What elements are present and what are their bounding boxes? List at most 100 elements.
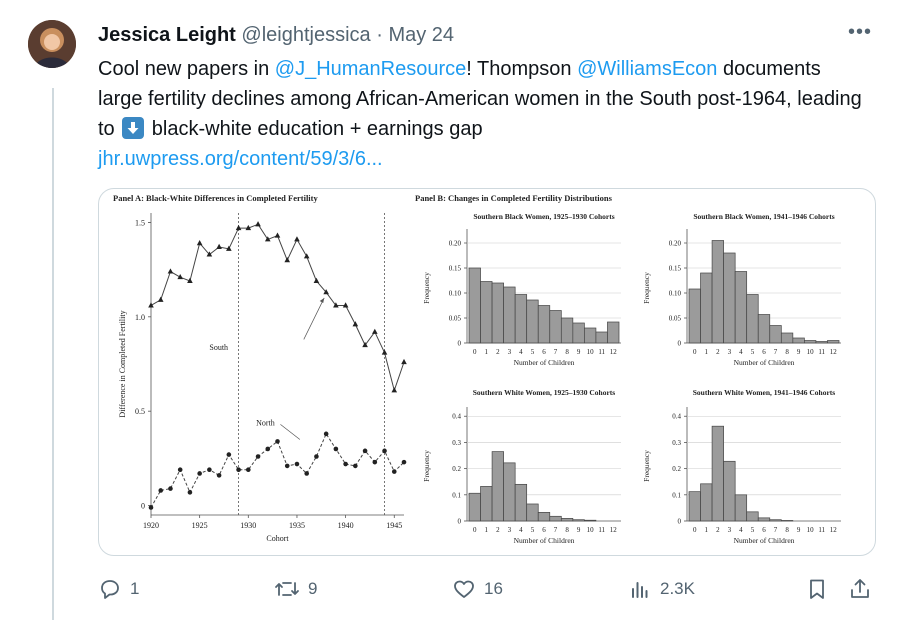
views-count: 2.3K — [660, 579, 695, 598]
north-series-point — [401, 459, 407, 465]
south-series-point — [381, 349, 388, 355]
histogram-y-tick-label: 0 — [678, 340, 682, 348]
south-annotation: South — [209, 343, 228, 352]
share-button[interactable] — [848, 574, 872, 604]
panel-a-y-tick-label: 0 — [141, 502, 145, 511]
histogram-bar — [572, 519, 585, 522]
north-series-point — [294, 461, 300, 467]
figure-image[interactable]: Panel A: Black-White Differences in Comp… — [98, 188, 876, 556]
histogram-x-tick-label: 5 — [531, 526, 535, 534]
histogram-bar — [560, 518, 574, 522]
north-series-point — [343, 461, 348, 467]
south-series-point — [372, 328, 378, 334]
south-series-point — [216, 243, 222, 249]
south-series-point — [255, 221, 261, 227]
histogram-x-tick-label: 2 — [496, 526, 500, 534]
south-series-point — [177, 273, 183, 280]
panel-a-title: Panel A: Black-White Differences in Comp… — [113, 193, 318, 203]
north-series-point — [216, 473, 222, 478]
histogram-x-tick-label: 2 — [716, 348, 720, 356]
south-series-point — [284, 256, 291, 263]
separator-dot: · — [376, 24, 383, 46]
north-series-point — [314, 454, 319, 459]
histogram-title: Southern Black Women, 1925–1930 Cohorts — [473, 212, 614, 221]
north-series-point — [148, 505, 154, 510]
histogram-bar — [723, 460, 736, 522]
histogram-x-tick-label: 10 — [807, 526, 815, 534]
histogram-x-tick-label: 8 — [785, 348, 789, 356]
histogram-bar — [503, 286, 516, 344]
north-series-point — [177, 467, 183, 473]
histogram-bar — [526, 299, 539, 344]
histogram-x-tick-label: 11 — [598, 348, 605, 356]
histogram-x-tick-label: 4 — [519, 348, 523, 356]
north-series-point — [168, 486, 173, 491]
more-icon[interactable]: ••• — [847, 21, 872, 43]
north-series-point — [207, 467, 212, 473]
histogram-x-tick-label: 7 — [554, 348, 558, 356]
histogram-bar — [746, 294, 759, 344]
histogram-title: Southern White Women, 1941–1946 Cohorts — [693, 388, 836, 397]
panel-a-x-tick-label: 1935 — [289, 521, 305, 530]
histogram-x-tick-label: 12 — [830, 348, 838, 356]
histogram-bar — [514, 483, 528, 522]
histogram-x-tick-label: 8 — [565, 526, 569, 534]
mention-link[interactable]: @J_HumanResource — [274, 58, 467, 80]
histogram-bar — [700, 272, 713, 344]
mention-link[interactable]: @WilliamsEcon — [577, 58, 718, 80]
histogram-x-tick-label: 11 — [818, 348, 825, 356]
histogram-x-tick-label: 6 — [542, 526, 546, 534]
histogram-x-tick-label: 9 — [577, 348, 581, 356]
south-series-point — [206, 251, 213, 257]
like-count: 16 — [484, 579, 503, 598]
panel-a-x-label: Cohort — [266, 534, 289, 543]
histogram-x-label: Number of Children — [514, 536, 575, 545]
histogram-x-tick-label: 3 — [508, 348, 512, 356]
tweet-header: Jessica Leight @leightjessica · May 24 — [98, 22, 454, 48]
tweet-text-part: Cool new papers in — [98, 58, 275, 80]
histogram-x-tick-label: 5 — [531, 348, 535, 356]
histogram-y-tick-label: 0.3 — [452, 439, 461, 447]
histogram-x-tick-label: 9 — [797, 526, 801, 534]
avatar[interactable] — [28, 20, 76, 68]
histogram-x-tick-label: 0 — [693, 348, 697, 356]
histogram-y-tick-label: 0.4 — [672, 413, 681, 421]
histogram-bar — [468, 267, 481, 344]
north-annotation-arrow — [280, 424, 301, 440]
author-name[interactable]: Jessica Leight — [98, 24, 236, 46]
south-series-point — [235, 224, 242, 231]
histogram-y-tick-label: 0.20 — [669, 240, 682, 248]
histogram-bar — [804, 340, 817, 344]
north-series-point — [353, 463, 358, 469]
south-series-point — [264, 236, 271, 242]
histogram-y-label: Frequency — [422, 450, 431, 482]
paper-link[interactable]: jhr.uwpress.org/content/59/3/6... — [98, 148, 383, 170]
like-button[interactable]: 16 — [452, 574, 503, 604]
histogram-bar — [572, 322, 585, 344]
thread-line — [52, 88, 54, 620]
histogram-x-tick-label: 8 — [785, 526, 789, 534]
panel-a-x-tick-label: 1920 — [143, 521, 159, 530]
histogram-y-label: Frequency — [642, 272, 651, 304]
north-series-point — [372, 459, 378, 465]
histogram-x-tick-label: 10 — [807, 348, 815, 356]
tweet-text: Cool new papers in @J_HumanResource! Tho… — [98, 54, 868, 174]
histogram-x-tick-label: 4 — [739, 526, 743, 534]
histogram-bar — [503, 462, 516, 522]
repost-count: 9 — [308, 579, 318, 598]
histogram-y-tick-label: 0.10 — [669, 290, 682, 298]
south-series-point — [157, 296, 164, 302]
repost-button[interactable]: 9 — [274, 574, 317, 604]
histogram-x-tick-label: 3 — [728, 348, 732, 356]
author-handle[interactable]: @leightjessica — [241, 24, 371, 46]
histogram-bar — [688, 288, 701, 344]
down-arrow-emoji-icon — [122, 117, 145, 139]
views-button[interactable]: 2.3K — [628, 574, 695, 604]
tweet-date[interactable]: May 24 — [388, 24, 455, 46]
tweet-text-part: documents large fertility declines among… — [98, 58, 862, 140]
histogram-x-tick-label: 12 — [610, 348, 618, 356]
north-series-point — [391, 469, 397, 474]
histogram-x-tick-label: 0 — [473, 348, 477, 356]
reply-button[interactable]: 1 — [98, 574, 139, 604]
bookmark-button[interactable] — [806, 574, 828, 604]
